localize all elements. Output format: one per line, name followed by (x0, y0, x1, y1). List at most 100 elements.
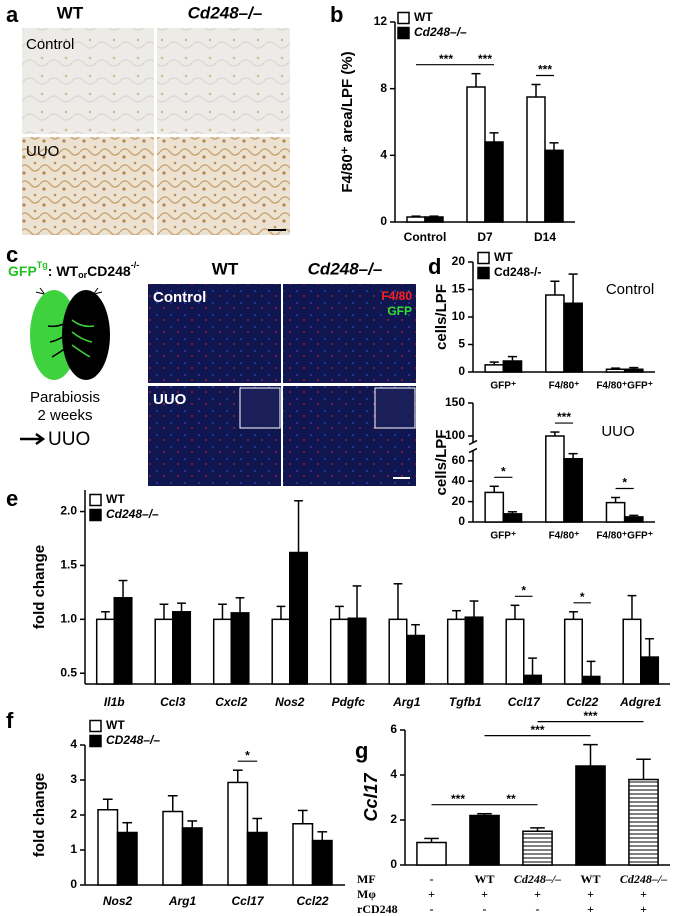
table-cell: WT (580, 872, 600, 886)
bar (116, 831, 138, 886)
bar (95, 618, 115, 685)
inset (239, 387, 281, 429)
bar (469, 814, 500, 866)
bar (347, 617, 367, 685)
column-header: WT (57, 3, 84, 22)
y-tick-label: 1 (70, 842, 77, 856)
x-tick-label: Ccl22 (566, 695, 598, 709)
bar (271, 618, 291, 685)
table-cell: WT (474, 872, 494, 886)
micrograph (283, 284, 416, 383)
significance-label: * (580, 590, 585, 604)
significance-label: *** (478, 52, 492, 66)
x-tick-label: F4/80⁺GFP⁺ (596, 381, 653, 392)
y-tick-label: 20 (452, 494, 466, 508)
x-tick-label: Ccl17 (231, 894, 264, 908)
y-tick-label: 4 (380, 148, 387, 162)
table-cell: + (534, 887, 541, 901)
significance-label: *** (538, 63, 552, 77)
bar (563, 458, 583, 523)
significance-label: * (501, 464, 506, 478)
bar (212, 618, 232, 685)
stain-label: F4/80 (381, 289, 412, 303)
bar (292, 823, 314, 886)
panel-label: f (6, 708, 14, 733)
table-cell: - (430, 872, 434, 886)
bar (329, 618, 350, 685)
bar (563, 302, 583, 373)
bar (388, 618, 408, 685)
bar (623, 368, 644, 373)
bar (227, 781, 249, 886)
significance-label: * (245, 748, 250, 762)
micrograph (22, 137, 154, 235)
micrograph (157, 28, 290, 134)
bar (424, 216, 444, 223)
bar (640, 656, 660, 685)
y-tick-label: 15 (452, 282, 466, 296)
legend-label: WT (414, 10, 433, 24)
chart-title: UUO (601, 423, 634, 440)
bar (523, 674, 543, 685)
y-axis-label: cells/LPF (433, 430, 450, 496)
significance-label: *** (451, 792, 465, 806)
legend-swatch (89, 734, 102, 748)
bar (311, 839, 333, 886)
bar (502, 360, 523, 373)
legend-swatch (477, 251, 490, 265)
y-tick-label: 10 (452, 309, 466, 323)
table-row-label: Mφ (357, 887, 376, 901)
bar (544, 149, 564, 223)
bar (545, 294, 565, 373)
inset (374, 387, 416, 429)
y-tick-label: 2.0 (60, 504, 77, 518)
pair-part: or (78, 270, 87, 280)
y-tick-label: 4 (390, 767, 397, 781)
bar (484, 364, 505, 373)
significance-label: * (622, 476, 627, 490)
bar (545, 435, 565, 523)
x-tick-label: F4/80⁺GFP⁺ (596, 531, 653, 542)
x-tick-label: Ccl22 (296, 894, 328, 908)
table-cell: - (536, 902, 540, 916)
significance-label: ** (506, 792, 516, 806)
legend-label: Cd248–/– (414, 25, 467, 39)
table-cell: Cd248–/– (620, 872, 667, 886)
pair-part: -/- (131, 260, 140, 270)
significance-label: * (521, 583, 526, 597)
x-tick-label: Il1b (104, 695, 125, 709)
pair-part: GFP (8, 263, 37, 279)
bar (526, 96, 546, 223)
bar (484, 491, 505, 523)
pair-part: Tg (37, 260, 48, 270)
bar (605, 501, 626, 523)
stain-label: GFP (387, 304, 412, 318)
column-header: WT (212, 259, 239, 278)
y-tick-label: 5 (458, 337, 465, 351)
y-tick-label: 0 (458, 364, 465, 378)
x-tick-label: F4/80⁺ (549, 531, 580, 542)
x-tick-label: Ccl3 (160, 695, 186, 709)
legend-label: CD248–/– (106, 733, 160, 747)
y-tick-label: 2 (70, 807, 77, 821)
x-tick-label: GFP⁺ (490, 531, 516, 542)
column-header: Cd248–/– (308, 259, 383, 278)
x-tick-label: Cxcl2 (215, 695, 247, 709)
x-tick-label: Nos2 (103, 894, 133, 908)
legend-label: Cd248–/– (106, 507, 159, 521)
x-tick-label: GFP⁺ (490, 381, 516, 392)
bar (581, 675, 601, 685)
legend-swatch (89, 508, 102, 522)
significance-label: *** (557, 410, 571, 424)
y-tick-label: 0 (458, 514, 465, 528)
y-axis-label: cells/LPF (433, 284, 450, 350)
pair-part: : WT (48, 263, 79, 279)
y-axis-label: fold change (31, 545, 48, 629)
table-cell: - (430, 902, 434, 916)
y-tick-label: 0 (390, 857, 397, 871)
legend-label: WT (106, 718, 125, 732)
legend-swatch (397, 26, 410, 40)
bar (575, 765, 606, 866)
bar (505, 618, 525, 685)
